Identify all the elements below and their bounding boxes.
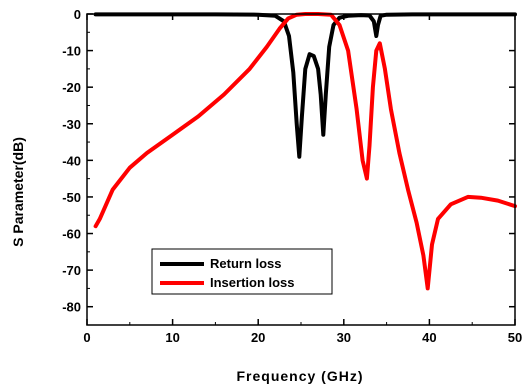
y-tick-label: -50 xyxy=(62,190,81,205)
y-axis-title: S Parameter(dB) xyxy=(10,137,26,247)
y-tick-label: -10 xyxy=(62,44,81,59)
x-tick-label: 50 xyxy=(508,330,522,345)
legend-box xyxy=(151,248,333,295)
x-tick-label: 30 xyxy=(337,330,351,345)
y-axis-ticks: 0 -10 -20 -30 -40 -50 -60 -70 -80 xyxy=(62,7,515,326)
y-tick-label: -70 xyxy=(62,263,81,278)
plot-curves xyxy=(93,12,517,291)
y-tick-label: -60 xyxy=(62,227,81,242)
legend: Return loss Insertion loss xyxy=(151,248,333,295)
x-tick-label: 40 xyxy=(422,330,436,345)
y-tick-label: -40 xyxy=(62,153,81,168)
x-tick-label: 20 xyxy=(251,330,265,345)
y-tick-label: 0 xyxy=(74,7,81,22)
y-tick-label: -20 xyxy=(62,80,81,95)
series-line-insertion-loss xyxy=(93,12,517,291)
x-axis-title: Frequency (GHz) xyxy=(236,368,363,384)
legend-label-return-loss: Return loss xyxy=(210,256,282,271)
x-axis-ticks: 0 10 20 30 40 50 xyxy=(83,14,522,345)
x-tick-label: 10 xyxy=(165,330,179,345)
series-line-return-loss xyxy=(93,12,517,159)
y-tick-label: -30 xyxy=(62,117,81,132)
legend-label-insertion-loss: Insertion loss xyxy=(210,275,295,290)
x-tick-label: 0 xyxy=(83,330,90,345)
y-tick-label: -80 xyxy=(62,300,81,315)
